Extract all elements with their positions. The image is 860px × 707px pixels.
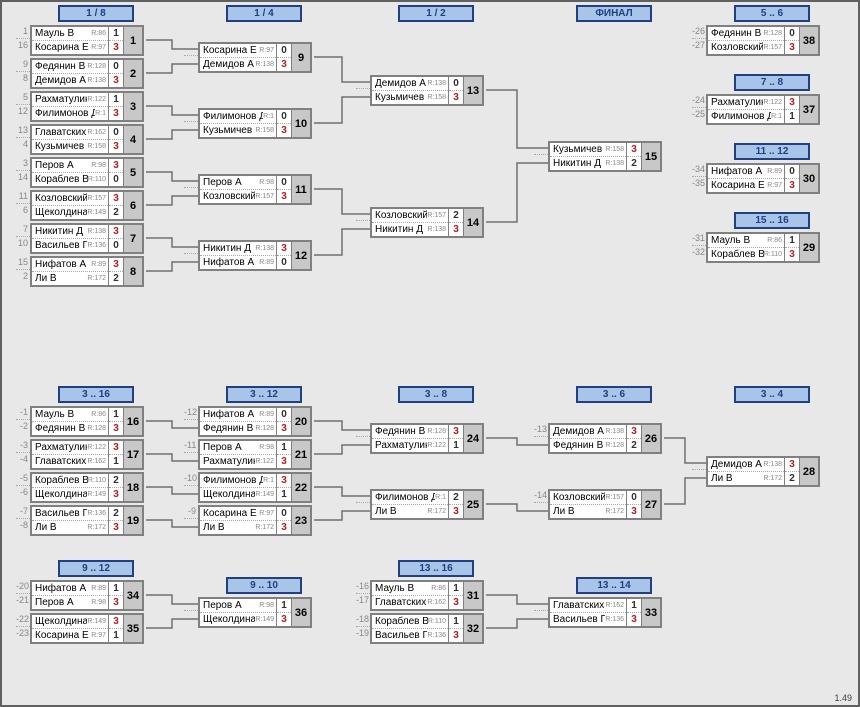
match-12: Никитин ДR:138Нифатов АR:893012 <box>184 240 312 271</box>
match-25: Филимонов ДR:1Ли ВR:1722325 <box>356 489 484 520</box>
match-23: -9Косарина ЕR:97Ли ВR:1720323 <box>184 505 312 536</box>
match-10: Филимонов ДR:1Кузьмичев МR:1580310 <box>184 108 312 139</box>
round-label: 1 / 4 <box>200 5 328 22</box>
round-label: ФИНАЛ <box>550 5 678 22</box>
match-32: -18-19Кораблев ВR:110Васильев ПR:1361332 <box>356 613 484 644</box>
round-label: 3 .. 8 <box>372 386 500 403</box>
match-28: Демидов АR:138Ли ВR:1723228 <box>692 456 820 487</box>
match-7: 710Никитин ДR:138Васильев ПR:136307 <box>16 223 144 254</box>
match-36: Перов АR:98Щеколдина ЕR:1491336 <box>184 597 312 628</box>
version-label: 1.49 <box>834 693 852 703</box>
round-label: 3 .. 12 <box>200 386 328 403</box>
match-19: -7-8Васильев ПR:136Ли ВR:1722319 <box>16 505 144 536</box>
round-label: 13 .. 14 <box>550 577 678 594</box>
match-8: 152Нифатов АR:89Ли ВR:172328 <box>16 256 144 287</box>
match-13: Демидов АR:138Кузьмичев МR:1580313 <box>356 75 484 106</box>
round-label: 11 .. 12 <box>708 143 836 160</box>
round-label: 5 .. 6 <box>708 5 836 22</box>
match-34: -20-21Нифатов АR:89Перов АR:981334 <box>16 580 144 611</box>
match-16: -1-2Мауль ВR:86Федянин ВR:1281316 <box>16 406 144 437</box>
match-5: 314Перов АR:98Кораблев ВR:110305 <box>16 157 144 188</box>
match-30: -34-35Нифатов АR:89Косарина ЕR:970330 <box>692 163 820 194</box>
match-11: Перов АR:98Козловский ГR:1570311 <box>184 174 312 205</box>
round-label: 13 .. 16 <box>372 560 500 577</box>
round-label: 3 .. 16 <box>32 386 160 403</box>
match-6: 116Козловский ГR:157Щеколдина ЕR:149326 <box>16 190 144 221</box>
round-label: 9 .. 12 <box>32 560 160 577</box>
match-33: Главатских ДR:162Васильев ПR:1361333 <box>534 597 662 628</box>
match-38: -26-27Федянин ВR:128Козловский ГR:157033… <box>692 25 820 56</box>
match-20: -12Нифатов АR:89Федянин ВR:1280320 <box>184 406 312 437</box>
match-18: -5-6Кораблев ВR:110Щеколдина ЕR:1492318 <box>16 472 144 503</box>
match-17: -3-4Рахматулин ВR:122Главатских ДR:16231… <box>16 439 144 470</box>
match-1: 116Мауль ВR:86Косарина ЕR:97131 <box>16 25 144 56</box>
bracket-canvas: 1.49 1 / 8 1 / 4 1 / 2 ФИНАЛ 5 .. 6 7 .. 8 11 … <box>0 0 860 707</box>
match-31: -16-17Мауль ВR:86Главатских ДR:1621331 <box>356 580 484 611</box>
round-label: 3 .. 6 <box>550 386 678 403</box>
match-24: Федянин ВR:128Рахматулин ВR:1223124 <box>356 423 484 454</box>
match-29: -31-32Мауль ВR:86Кораблев ВR:1101329 <box>692 232 820 263</box>
match-14: Козловский ГR:157Никитин ДR:1382314 <box>356 207 484 238</box>
round-label: 3 .. 4 <box>708 386 836 403</box>
round-label: 15 .. 16 <box>708 212 836 229</box>
match-26: -13Демидов АR:138Федянин ВR:1283226 <box>534 423 662 454</box>
match-27: -14Козловский ГR:157Ли ВR:1720327 <box>534 489 662 520</box>
match-2: 98Федянин ВR:128Демидов АR:138032 <box>16 58 144 89</box>
match-37: -24-25Рахматулин ВR:122Филимонов ДR:1313… <box>692 94 820 125</box>
round-label: 1 / 2 <box>372 5 500 22</box>
match-9: Косарина ЕR:97Демидов АR:138039 <box>184 42 312 73</box>
match-21: -11Перов АR:98Рахматулин ВR:1221321 <box>184 439 312 470</box>
match-15: Кузьмичев МR:158Никитин ДR:1383215 <box>534 141 662 172</box>
match-3: 512Рахматулин ВR:122Филимонов ДR:1133 <box>16 91 144 122</box>
round-label: 9 .. 10 <box>200 577 328 594</box>
round-label: 1 / 8 <box>32 5 160 22</box>
match-35: -22-23Щеколдина ЕR:149Косарина ЕR:973135 <box>16 613 144 644</box>
match-4: 134Главатских ДR:162Кузьмичев МR:158034 <box>16 124 144 155</box>
round-label: 7 .. 8 <box>708 74 836 91</box>
match-22: -10Филимонов ДR:1Щеколдина ЕR:1493122 <box>184 472 312 503</box>
